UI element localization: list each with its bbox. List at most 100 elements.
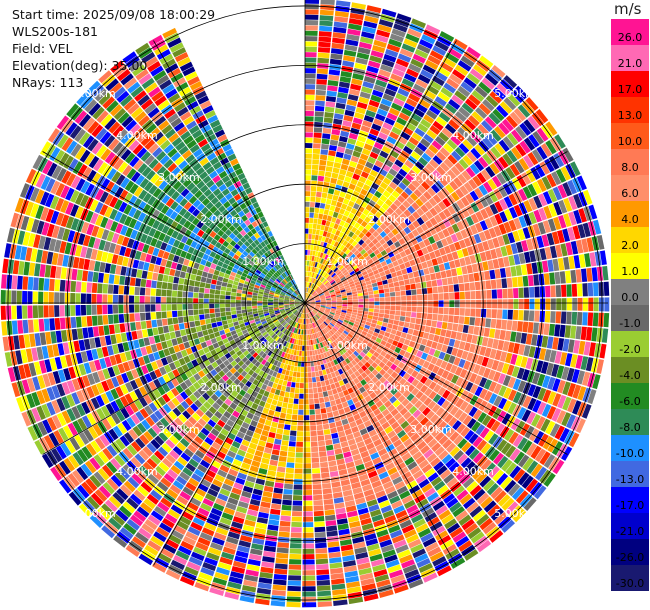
velocity-gate bbox=[344, 263, 350, 269]
velocity-gate bbox=[112, 492, 125, 505]
velocity-gate bbox=[543, 205, 553, 219]
velocity-gate bbox=[233, 346, 240, 353]
velocity-gate bbox=[359, 572, 374, 581]
velocity-gate bbox=[302, 313, 304, 319]
velocity-gate bbox=[403, 38, 418, 48]
velocity-gate bbox=[335, 507, 346, 515]
velocity-gate bbox=[311, 317, 315, 323]
velocity-gate bbox=[438, 176, 449, 187]
velocity-gate bbox=[227, 319, 233, 324]
velocity-gate bbox=[443, 413, 454, 424]
velocity-gate bbox=[371, 282, 378, 288]
velocity-gate bbox=[440, 238, 449, 247]
velocity-gate bbox=[507, 483, 521, 497]
velocity-gate bbox=[189, 497, 202, 507]
velocity-gate bbox=[211, 361, 219, 369]
velocity-gate bbox=[320, 306, 326, 308]
velocity-gate bbox=[537, 373, 546, 387]
velocity-gate bbox=[302, 559, 315, 565]
velocity-gate bbox=[343, 222, 350, 229]
velocity-gate bbox=[317, 274, 321, 280]
velocity-gate bbox=[575, 355, 583, 369]
velocity-gate bbox=[308, 239, 312, 245]
velocity-gate bbox=[195, 356, 203, 365]
velocity-gate bbox=[418, 403, 427, 413]
velocity-gate bbox=[284, 329, 289, 335]
velocity-gate bbox=[523, 310, 530, 321]
velocity-gate bbox=[329, 139, 339, 146]
velocity-gate bbox=[330, 427, 338, 434]
velocity-gate bbox=[342, 389, 350, 397]
velocity-gate bbox=[298, 307, 302, 312]
velocity-gate bbox=[433, 334, 440, 343]
velocity-gate bbox=[483, 229, 492, 240]
velocity-gate bbox=[539, 161, 551, 175]
velocity-gate bbox=[228, 322, 234, 328]
velocity-gate bbox=[316, 349, 321, 355]
velocity-gate bbox=[486, 133, 498, 146]
velocity-gate bbox=[391, 211, 399, 220]
velocity-gate bbox=[449, 364, 458, 374]
velocity-gate bbox=[312, 153, 320, 160]
velocity-gate bbox=[523, 345, 531, 357]
velocity-gate bbox=[306, 287, 309, 293]
velocity-gate bbox=[380, 127, 391, 136]
velocity-gate bbox=[330, 342, 336, 348]
velocity-gate bbox=[308, 329, 312, 335]
velocity-gate bbox=[326, 345, 331, 351]
velocity-gate bbox=[481, 356, 489, 367]
velocity-gate bbox=[180, 400, 190, 410]
velocity-gate bbox=[432, 365, 440, 374]
velocity-gate bbox=[310, 196, 316, 202]
velocity-gate bbox=[320, 316, 326, 321]
velocity-gate bbox=[267, 524, 279, 531]
velocity-gate bbox=[136, 506, 150, 518]
velocity-gate bbox=[367, 380, 375, 387]
velocity-gate bbox=[313, 360, 318, 367]
velocity-gate bbox=[305, 308, 307, 314]
velocity-gate bbox=[398, 337, 406, 344]
velocity-gate bbox=[411, 348, 419, 356]
velocity-gate bbox=[347, 333, 354, 339]
velocity-gate bbox=[317, 312, 323, 316]
velocity-gate bbox=[322, 231, 328, 237]
velocity-gate bbox=[453, 434, 464, 446]
velocity-gate bbox=[81, 446, 93, 460]
velocity-gate bbox=[310, 303, 316, 305]
velocity-gate bbox=[348, 183, 356, 191]
velocity-gate bbox=[520, 264, 528, 276]
velocity-gate bbox=[233, 482, 244, 491]
velocity-gate bbox=[201, 441, 211, 450]
velocity-gate bbox=[542, 375, 551, 389]
velocity-gate bbox=[359, 153, 369, 161]
velocity-gate bbox=[339, 539, 352, 546]
velocity-gate bbox=[122, 361, 131, 372]
velocity-gate bbox=[486, 483, 499, 496]
velocity-gate bbox=[371, 146, 381, 155]
velocity-gate bbox=[424, 274, 431, 282]
velocity-gate bbox=[504, 209, 513, 221]
velocity-gate bbox=[357, 562, 371, 570]
velocity-gate bbox=[373, 141, 384, 150]
velocity-gate bbox=[106, 415, 117, 428]
velocity-gate bbox=[319, 318, 324, 323]
velocity-gate bbox=[363, 295, 369, 299]
velocity-gate bbox=[455, 332, 463, 341]
velocity-gate bbox=[257, 324, 264, 330]
velocity-gate bbox=[373, 293, 380, 298]
velocity-gate bbox=[560, 243, 568, 257]
velocity-gate bbox=[380, 434, 390, 443]
velocity-gate bbox=[245, 569, 259, 577]
velocity-gate bbox=[329, 221, 335, 228]
velocity-gate bbox=[511, 366, 520, 378]
velocity-gate bbox=[454, 90, 467, 102]
velocity-gate bbox=[315, 299, 321, 302]
velocity-gate bbox=[411, 132, 423, 142]
velocity-gate bbox=[377, 285, 384, 290]
velocity-gate bbox=[214, 365, 222, 374]
velocity-gate bbox=[289, 304, 295, 307]
velocity-gate bbox=[150, 344, 158, 353]
velocity-gate bbox=[397, 258, 404, 265]
velocity-gate bbox=[317, 601, 332, 608]
velocity-gate bbox=[314, 315, 318, 321]
